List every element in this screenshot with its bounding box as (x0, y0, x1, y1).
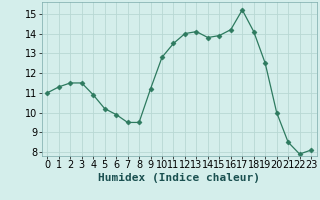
X-axis label: Humidex (Indice chaleur): Humidex (Indice chaleur) (98, 173, 260, 183)
